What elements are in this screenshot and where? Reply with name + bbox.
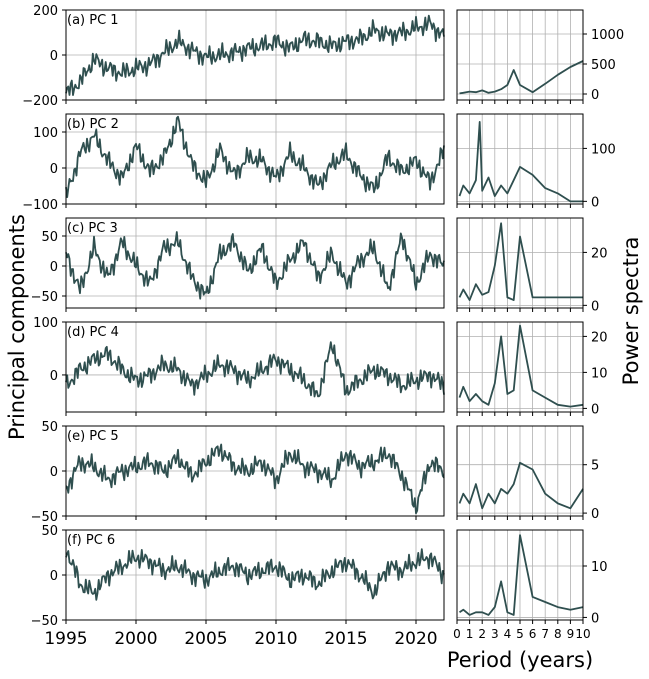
axes-frame (65, 425, 445, 517)
axes-frame (65, 321, 445, 413)
y-tick-label: 10 (591, 366, 608, 381)
pc3-timeseries-panel: −50 0 50 (c) PC 3 (31, 217, 445, 312)
y-tick-label: 0 (50, 465, 58, 480)
x-tick-label: 10 (575, 627, 590, 641)
y-tick-label: −50 (31, 290, 58, 305)
pc6-series-line (65, 548, 445, 601)
pc1-spectrum-line (459, 60, 584, 95)
x-tick-label: 2015 (324, 629, 367, 649)
x-tick-label: 6 (529, 627, 537, 641)
x-axis-title-right: Period (years) (447, 648, 593, 672)
panel-label: (c) PC 3 (67, 221, 118, 236)
pc4-series-line (65, 341, 445, 398)
pc1-timeseries-panel: −200 0 200 (a) PC 1 (22, 4, 445, 109)
pc5-spectrum-line (458, 461, 584, 510)
pc3-spectrum-line (458, 222, 583, 302)
y-tick-label: 0 (591, 88, 599, 103)
y-tick-label: 200 (33, 4, 58, 19)
y-tick-label: −50 (31, 614, 58, 629)
pc4-spectrum-panel: 0 10 20 (456, 321, 608, 417)
y-axis-title-left: Principal components (5, 214, 29, 440)
y-tick-label: 50 (41, 524, 58, 539)
panel-label: (d) PC 4 (67, 325, 119, 340)
x-tick-label: 2005 (184, 629, 227, 649)
pc4-timeseries-panel: 0 100 (d) PC 4 (33, 316, 445, 416)
pc1-series-line (65, 14, 445, 96)
axes-frame (456, 425, 584, 517)
x-tick-label: 7 (541, 627, 549, 641)
y-tick-label: 100 (33, 126, 58, 141)
axes-frame (65, 113, 445, 205)
x-tick-label: 9 (567, 627, 575, 641)
pc5-spectrum-panel: 05 (456, 425, 599, 522)
pc6-timeseries-panel: 1995 2000 2005 2010 2015 2020 −50 0 50 (f) PC 6 (31, 524, 445, 649)
y-tick-label: 100 (33, 316, 58, 331)
axes-frame (456, 113, 584, 205)
y-tick-label: 20 (591, 246, 608, 261)
panel-label: (b) PC 2 (67, 117, 119, 132)
pc2-spectrum-line (458, 121, 583, 203)
x-tick-label: 5 (516, 627, 524, 641)
y-tick-label: −100 (22, 198, 58, 213)
x-tick-label: 2010 (254, 629, 297, 649)
x-tick-label: 2020 (394, 629, 437, 649)
pc3-series-line (65, 231, 445, 300)
pc6-spectrum-line (458, 534, 584, 616)
y-tick-label: 100 (591, 142, 616, 157)
y-tick-label: −50 (31, 510, 58, 525)
y-tick-label: 0 (591, 195, 599, 210)
y-tick-label: 0 (591, 611, 599, 626)
panel-label: (a) PC 1 (67, 13, 119, 28)
x-tick-label: 2 (478, 627, 486, 641)
y-tick-label: 0 (591, 402, 599, 417)
y-tick-label: 0 (50, 569, 58, 584)
pc5-series-line (65, 443, 445, 515)
y-tick-label: 500 (591, 58, 616, 73)
y-tick-label: 5 (591, 459, 599, 474)
x-tick-label: 1995 (44, 629, 87, 649)
axes-frame (65, 529, 445, 621)
y-axis-title-right: Power spectra (619, 237, 643, 386)
y-tick-label: 0 (591, 507, 599, 522)
y-tick-label: 50 (41, 230, 58, 245)
x-tick-label: 3 (491, 627, 499, 641)
y-tick-label: 0 (50, 369, 58, 384)
y-tick-label: 0 (50, 162, 58, 177)
pc2-spectrum-panel: 0 100 (456, 113, 616, 210)
axes-frame (65, 217, 445, 309)
pc3-spectrum-panel: 0 20 (456, 217, 608, 314)
y-tick-label: 0 (50, 260, 58, 275)
y-tick-label: 1000 (591, 28, 624, 43)
pc1-spectrum-panel: 0 500 1000 (456, 9, 624, 104)
panel-label: (f) PC 6 (67, 533, 115, 548)
x-tick-label: 2000 (114, 629, 157, 649)
y-tick-label: 20 (591, 330, 608, 345)
x-tick-label: 8 (554, 627, 562, 641)
y-tick-label: 50 (41, 420, 58, 435)
panel-label: (e) PC 5 (67, 429, 119, 444)
axes-frame (456, 529, 584, 621)
axes-frame (456, 9, 584, 101)
axes-frame (456, 321, 584, 413)
y-tick-label: 0 (50, 49, 58, 64)
y-tick-label: 0 (591, 299, 599, 314)
x-tick-label: 4 (504, 627, 512, 641)
y-tick-label: 10 (591, 560, 608, 575)
pc2-series-line (65, 115, 445, 199)
axes-frame (65, 9, 445, 101)
x-tick-label: 0 (453, 627, 461, 641)
pc2-timeseries-panel: −100 0 100 (b) PC 2 (22, 113, 445, 213)
pc5-timeseries-panel: −50 0 50 (e) PC 5 (31, 420, 445, 525)
pc4-spectrum-line (458, 324, 584, 408)
x-tick-label: 1 (466, 627, 474, 641)
axes-frame (456, 217, 584, 309)
y-tick-label: −200 (22, 94, 58, 109)
